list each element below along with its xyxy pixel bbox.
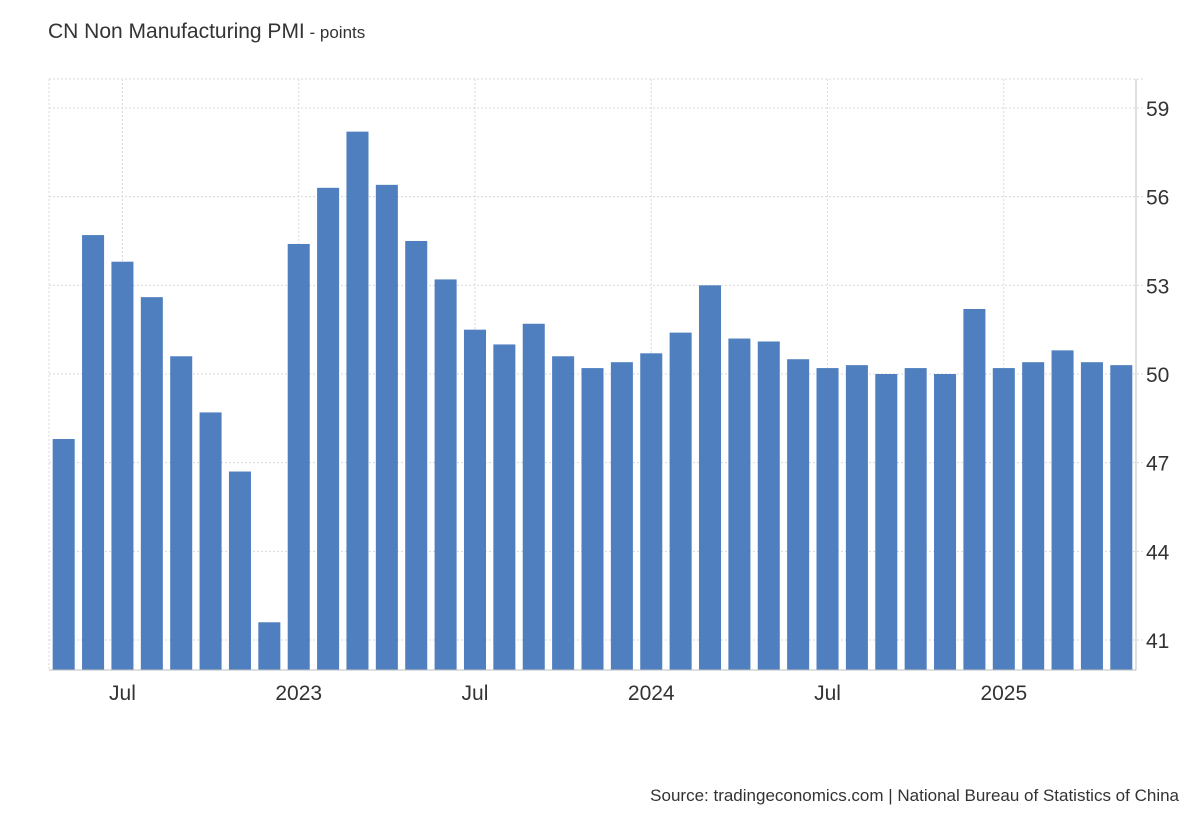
y-tick-label: 56 bbox=[1146, 187, 1169, 210]
x-axis-ticks: Jul 2023 Jul 2024 Jul 2025 bbox=[109, 682, 1027, 705]
chart-title-text: CN Non Manufacturing PMI bbox=[48, 20, 305, 43]
bar bbox=[405, 241, 428, 670]
bar bbox=[787, 359, 810, 670]
bar bbox=[522, 323, 545, 670]
bar bbox=[669, 332, 692, 670]
bar bbox=[1022, 362, 1045, 670]
bar bbox=[111, 261, 134, 670]
x-tick-label: 2024 bbox=[628, 682, 675, 705]
bar bbox=[287, 243, 310, 670]
bar bbox=[1080, 362, 1103, 670]
bar bbox=[258, 622, 281, 670]
bar bbox=[317, 187, 340, 671]
x-tick-label: 2025 bbox=[980, 682, 1027, 705]
bar bbox=[1110, 365, 1133, 670]
bar bbox=[963, 308, 986, 670]
y-tick-label: 47 bbox=[1146, 453, 1169, 476]
bar bbox=[728, 338, 751, 670]
bar bbox=[140, 297, 163, 670]
bar bbox=[434, 279, 457, 670]
bar bbox=[904, 368, 927, 670]
bar bbox=[52, 439, 75, 670]
y-axis-ticks: 41 44 47 50 53 56 59 bbox=[1146, 98, 1170, 653]
chart-title: CN Non Manufacturing PMI - points bbox=[48, 20, 365, 44]
bar bbox=[199, 412, 222, 670]
bar bbox=[581, 368, 604, 670]
x-tick-label: Jul bbox=[814, 682, 841, 705]
bar bbox=[610, 362, 633, 670]
y-tick-label: 41 bbox=[1146, 630, 1169, 653]
bar bbox=[699, 285, 722, 670]
bar bbox=[757, 341, 780, 670]
y-tick-label: 53 bbox=[1146, 275, 1169, 298]
chart-unit-separator: - bbox=[304, 23, 320, 42]
y-tick-label: 59 bbox=[1146, 98, 1169, 121]
bar bbox=[493, 344, 516, 670]
bar bbox=[170, 356, 193, 670]
bar bbox=[375, 184, 398, 670]
bar bbox=[845, 365, 868, 670]
axes bbox=[49, 79, 1137, 671]
bar bbox=[1051, 350, 1074, 670]
bars bbox=[52, 131, 1133, 671]
x-tick-label: Jul bbox=[109, 682, 136, 705]
x-tick-label: Jul bbox=[462, 682, 489, 705]
y-tick-label: 44 bbox=[1146, 541, 1170, 564]
bar bbox=[82, 235, 105, 670]
source-note: Source: tradingeconomics.com | National … bbox=[650, 786, 1179, 805]
bar bbox=[934, 374, 957, 670]
bar bbox=[640, 353, 663, 670]
bar bbox=[346, 131, 369, 670]
x-tick-label: 2023 bbox=[275, 682, 322, 705]
bar bbox=[463, 329, 486, 670]
bar bbox=[552, 356, 575, 670]
bar bbox=[228, 471, 251, 670]
bar bbox=[875, 374, 898, 670]
bar bbox=[816, 368, 839, 670]
chart-unit: points bbox=[319, 23, 366, 42]
bar bbox=[992, 368, 1015, 670]
y-tick-label: 50 bbox=[1146, 364, 1169, 387]
